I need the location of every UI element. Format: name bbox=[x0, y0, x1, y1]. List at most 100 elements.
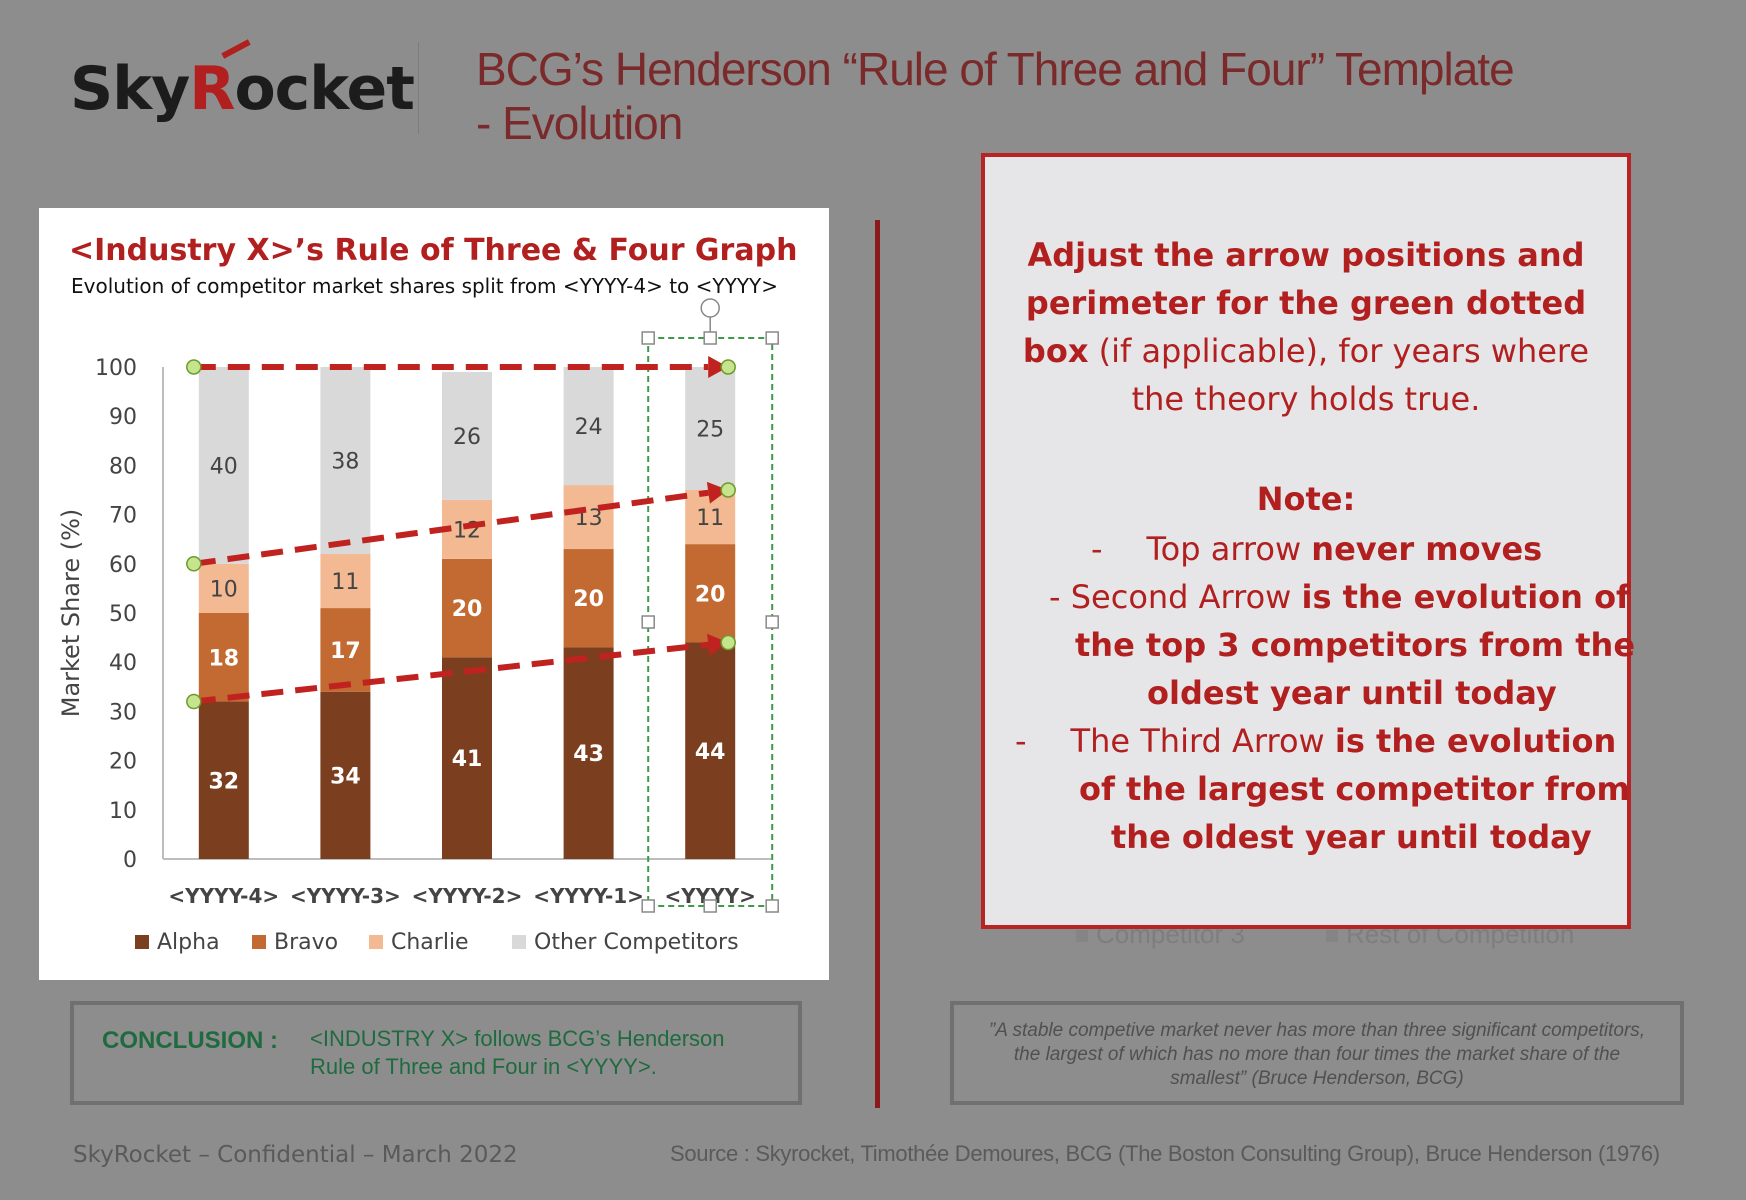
bar-segment bbox=[442, 371, 492, 500]
y-tick-label: 50 bbox=[109, 602, 137, 627]
bar-segment bbox=[685, 544, 736, 643]
y-tick-label: 90 bbox=[109, 405, 137, 430]
bar-data-label: 44 bbox=[695, 740, 726, 765]
note-list-item: the top 3 competitors from the bbox=[1075, 626, 1636, 664]
bar-data-label: 43 bbox=[573, 742, 604, 767]
y-tick-label: 10 bbox=[109, 799, 137, 824]
trend-arrow-head bbox=[707, 633, 729, 656]
note-list-item: - Second Arrow is the evolution of bbox=[1049, 578, 1630, 616]
footer-source: Source : Skyrocket, Timothée Demoures, B… bbox=[670, 1141, 1660, 1166]
bar-segment bbox=[198, 613, 249, 702]
note-heading: Note: bbox=[1256, 480, 1356, 518]
note-list-item: of the largest competitor from bbox=[1079, 770, 1630, 808]
instruction-note-box[interactable]: Adjust the arrow positions and perimeter… bbox=[981, 153, 1635, 929]
bar-segment bbox=[685, 642, 736, 859]
y-tick-label: 70 bbox=[109, 504, 137, 529]
bar-segment bbox=[563, 367, 614, 486]
conclusion-label: CONCLUSION : bbox=[102, 1027, 278, 1054]
trend-arrow-head bbox=[708, 356, 729, 378]
note-list-item: the oldest year until today bbox=[1111, 818, 1592, 856]
note-list-item: - The Third Arrow is the evolution bbox=[1015, 722, 1617, 760]
x-tick-label: <YYYY-3> bbox=[290, 884, 401, 908]
quote-box: ”A stable competive market never has mor… bbox=[950, 1001, 1684, 1105]
arrow-endpoint-handle bbox=[720, 634, 736, 651]
bar-data-label: 18 bbox=[208, 646, 239, 671]
bar-segment bbox=[563, 485, 614, 550]
bar-data-label: 38 bbox=[331, 449, 359, 474]
stacked-bar-chart[interactable]: <Industry X>’s Rule of Three & Four Grap… bbox=[39, 208, 829, 980]
rotate-handle-icon bbox=[700, 298, 720, 318]
y-tick-label: 20 bbox=[109, 750, 137, 775]
note-list-item: oldest year until today bbox=[1147, 674, 1557, 712]
instruction-paragraph: Adjust the arrow positions and perimeter… bbox=[1022, 236, 1590, 418]
bar-segment bbox=[563, 549, 614, 648]
trend-arrow-head bbox=[706, 481, 729, 504]
chart-title: <Industry X>’s Rule of Three & Four Grap… bbox=[69, 233, 797, 268]
arrow-endpoint-handle bbox=[186, 359, 202, 375]
note-list-item: - Top arrow never moves bbox=[1091, 530, 1543, 568]
selection-handle bbox=[641, 899, 655, 913]
bar-segment bbox=[320, 691, 371, 859]
arrow-endpoint-handle bbox=[720, 482, 736, 498]
bar-data-label: 20 bbox=[452, 597, 483, 622]
selection-handle bbox=[765, 331, 779, 345]
selection-handle bbox=[765, 899, 779, 913]
arrow-endpoint-handle bbox=[186, 693, 202, 710]
legend-label: Other Competitors bbox=[534, 930, 739, 955]
legend-label: Charlie bbox=[391, 930, 469, 955]
bar-data-label: 24 bbox=[575, 415, 603, 440]
bar-segment bbox=[198, 563, 249, 613]
title-line-1: BCG’s Henderson “Rule of Three and Four”… bbox=[476, 43, 1515, 95]
legend-swatch bbox=[512, 935, 526, 949]
bar-segment bbox=[320, 608, 371, 692]
bar-data-label: 26 bbox=[453, 425, 481, 450]
skyrocket-logo: SkyRocket bbox=[70, 39, 415, 134]
bar-data-label: 20 bbox=[695, 582, 726, 607]
legend-swatch bbox=[252, 935, 266, 949]
y-tick-label: 80 bbox=[109, 454, 137, 479]
header-divider bbox=[418, 42, 419, 134]
x-tick-label: <YYYY-1> bbox=[533, 884, 644, 908]
vertical-divider bbox=[875, 220, 880, 1108]
y-tick-label: 40 bbox=[109, 651, 137, 676]
selection-handle bbox=[641, 331, 655, 345]
selection-handle bbox=[641, 615, 655, 629]
legend-label: Alpha bbox=[157, 930, 220, 955]
selection-handle bbox=[703, 899, 717, 913]
bar-data-label: 11 bbox=[696, 506, 724, 531]
bar-data-label: 32 bbox=[208, 769, 239, 794]
arrow-endpoint-handle bbox=[186, 556, 202, 572]
bar-data-label: 40 bbox=[210, 454, 238, 479]
bar-segment bbox=[685, 367, 736, 490]
selection-handle bbox=[703, 331, 717, 345]
bar-segment bbox=[198, 701, 249, 859]
bar-segment bbox=[320, 553, 371, 609]
legend-swatch bbox=[369, 935, 383, 949]
logo-text: SkyRocket bbox=[70, 54, 415, 124]
bar-segment bbox=[442, 657, 492, 859]
legend-swatch bbox=[135, 935, 149, 949]
footer-confidential: SkyRocket – Confidential – March 2022 bbox=[73, 1142, 518, 1168]
legend-label: Bravo bbox=[274, 930, 338, 955]
x-tick-label: <YYYY-4> bbox=[168, 884, 279, 908]
y-axis-label: Market Share (%) bbox=[57, 509, 85, 718]
bar-segment bbox=[563, 647, 614, 859]
y-tick-label: 0 bbox=[123, 848, 137, 873]
arrow-endpoint-handle bbox=[720, 359, 736, 375]
bar-segment bbox=[320, 367, 371, 554]
trend-arrow-line bbox=[193, 641, 709, 705]
bar-data-label: 17 bbox=[330, 639, 361, 664]
bar-data-label: 41 bbox=[452, 747, 483, 772]
bar-data-label: 11 bbox=[331, 570, 359, 595]
bar-data-label: 10 bbox=[210, 577, 238, 602]
bar-segment bbox=[198, 367, 249, 564]
bar-data-label: 25 bbox=[696, 418, 724, 443]
y-tick-label: 60 bbox=[109, 553, 137, 578]
conclusion-text[interactable]: <INDUSTRY X> follows BCG’s Henderson Rul… bbox=[310, 1026, 725, 1079]
conclusion-box: CONCLUSION : <INDUSTRY X> follows BCG’s … bbox=[70, 1001, 802, 1105]
y-tick-label: 100 bbox=[95, 356, 137, 381]
title-line-2: - Evolution bbox=[476, 97, 683, 149]
y-tick-label: 30 bbox=[109, 700, 137, 725]
chart-subtitle: Evolution of competitor market shares sp… bbox=[71, 274, 778, 298]
chart-panel[interactable]: <Industry X>’s Rule of Three & Four Grap… bbox=[39, 208, 829, 980]
